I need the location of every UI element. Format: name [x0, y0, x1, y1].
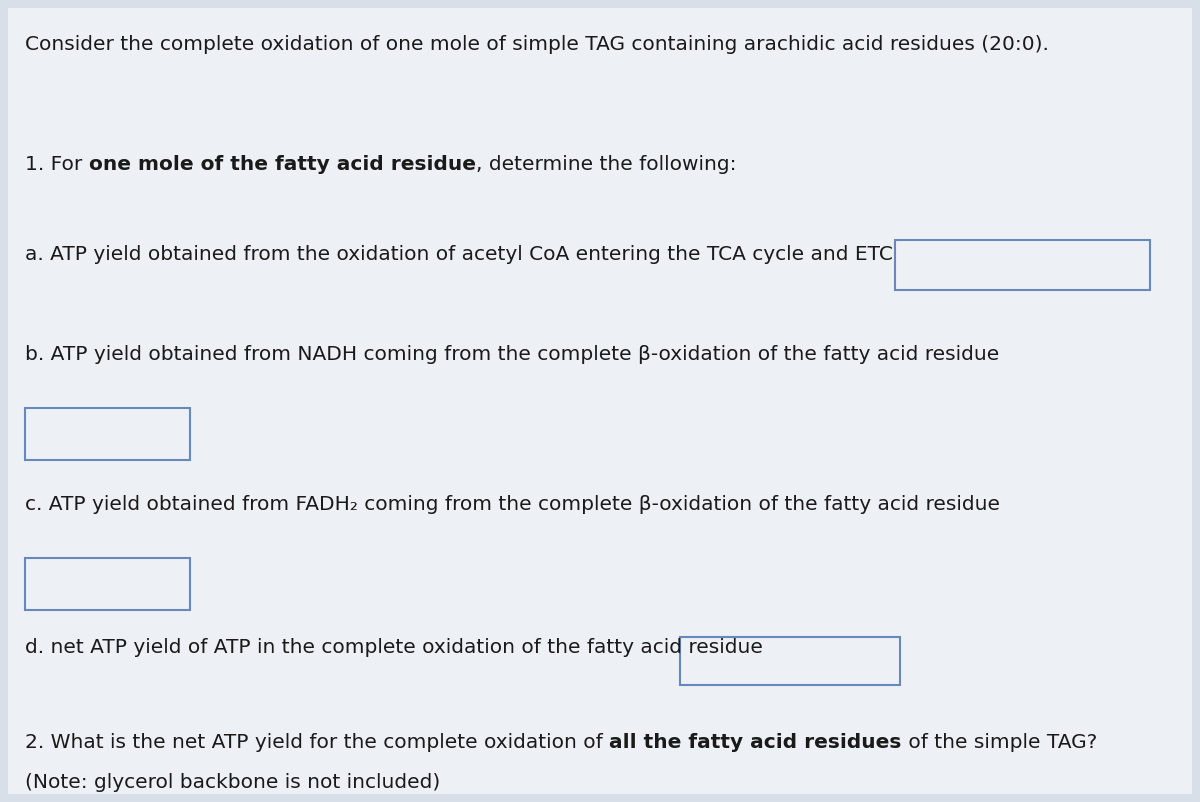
Text: Consider the complete oxidation of one mole of simple TAG containing arachidic a: Consider the complete oxidation of one m…: [25, 35, 1049, 54]
Text: all the fatty acid residues: all the fatty acid residues: [610, 733, 901, 752]
Text: of the simple TAG?: of the simple TAG?: [901, 733, 1097, 752]
Bar: [895, 240, 1150, 290]
Bar: [25, 558, 190, 610]
FancyBboxPatch shape: [8, 8, 1192, 794]
Text: , determine the following:: , determine the following:: [475, 155, 736, 174]
Bar: [25, 408, 190, 460]
Text: d. net ATP yield of ATP in the complete oxidation of the fatty acid residue: d. net ATP yield of ATP in the complete …: [25, 638, 763, 657]
Bar: [680, 637, 900, 685]
Text: a. ATP yield obtained from the oxidation of acetyl CoA entering the TCA cycle an: a. ATP yield obtained from the oxidation…: [25, 245, 893, 264]
Text: 1. For: 1. For: [25, 155, 89, 174]
Text: one mole of the fatty acid residue: one mole of the fatty acid residue: [89, 155, 475, 174]
Text: (Note: glycerol backbone is not included): (Note: glycerol backbone is not included…: [25, 773, 440, 792]
Text: b. ATP yield obtained from NADH coming from the complete β-oxidation of the fatt: b. ATP yield obtained from NADH coming f…: [25, 345, 1000, 364]
Text: 2. What is the net ATP yield for the complete oxidation of: 2. What is the net ATP yield for the com…: [25, 733, 610, 752]
Text: c. ATP yield obtained from FADH₂ coming from the complete β-oxidation of the fat: c. ATP yield obtained from FADH₂ coming …: [25, 495, 1000, 514]
